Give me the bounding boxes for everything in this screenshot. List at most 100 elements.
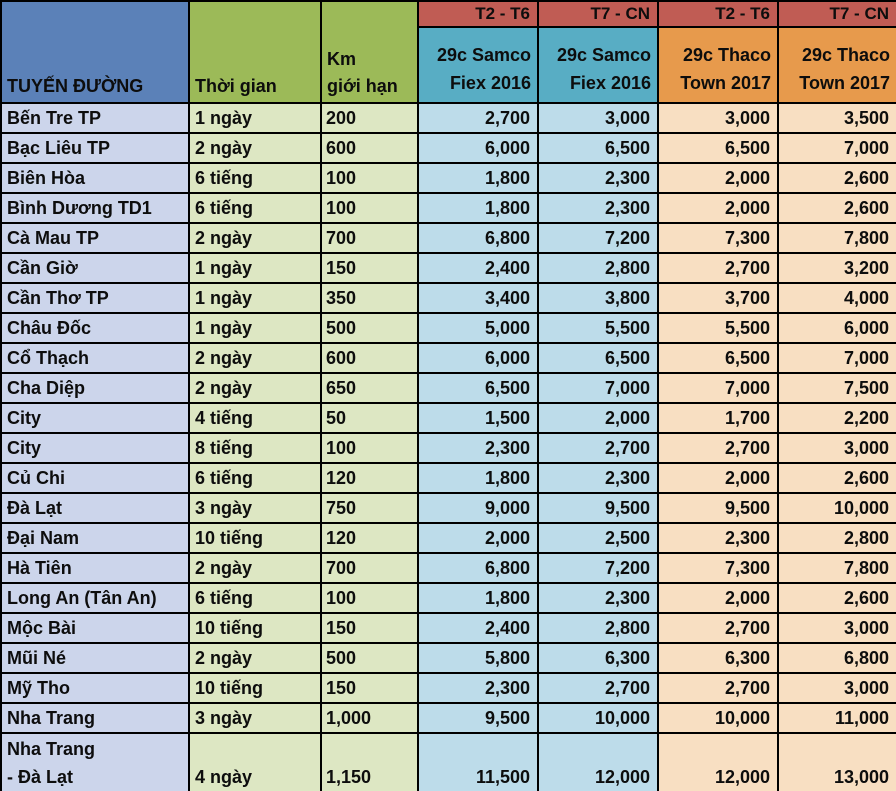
price-cell: 7,000 bbox=[777, 132, 896, 164]
time-cell: 2 ngày bbox=[188, 222, 322, 254]
route-line: Nha Trang bbox=[7, 739, 96, 759]
price-cell: 3,400 bbox=[417, 282, 539, 314]
price-cell: 5,800 bbox=[417, 642, 539, 674]
price-cell: 3,200 bbox=[777, 252, 896, 284]
price-cell: 2,300 bbox=[537, 162, 659, 194]
time-cell: 1 ngày bbox=[188, 282, 322, 314]
vehicle-name-line2: Town 2017 bbox=[680, 73, 771, 93]
header-km-label-line2: giới hạn bbox=[327, 76, 398, 96]
price-cell: 2,700 bbox=[657, 252, 779, 284]
table-row: Nha Trang - Đà Lạt 4 ngày 1,150 11,500 12,000… bbox=[0, 732, 896, 791]
route-cell: Bình Dương TD1 bbox=[0, 192, 190, 224]
time-cell: 10 tiếng bbox=[188, 672, 322, 704]
price-cell: 1,800 bbox=[417, 462, 539, 494]
price-cell: 9,000 bbox=[417, 492, 539, 524]
table-header: TUYẾN ĐƯỜNG Thời gian Km giới hạn T2 - T… bbox=[0, 0, 896, 104]
time-cell: 6 tiếng bbox=[188, 162, 322, 194]
price-cell: 12,000 bbox=[537, 732, 659, 791]
price-cell: 9,500 bbox=[537, 492, 659, 524]
price-cell: 9,500 bbox=[657, 492, 779, 524]
km-cell: 200 bbox=[320, 102, 419, 134]
time-cell: 6 tiếng bbox=[188, 582, 322, 614]
vehicle-name-line1: 29c Thaco bbox=[682, 45, 771, 65]
header-band-row: TUYẾN ĐƯỜNG Thời gian Km giới hạn T2 - T… bbox=[0, 0, 896, 104]
price-cell: 6,000 bbox=[417, 132, 539, 164]
route-cell: Củ Chi bbox=[0, 462, 190, 494]
price-cell: 2,600 bbox=[777, 192, 896, 224]
km-cell: 700 bbox=[320, 552, 419, 584]
time-cell: 3 ngày bbox=[188, 492, 322, 524]
table-row: Châu Đốc 1 ngày 500 5,000 5,500 5,500 6,000 bbox=[0, 312, 896, 344]
price-cell: 6,000 bbox=[417, 342, 539, 374]
km-cell: 120 bbox=[320, 522, 419, 554]
price-cell: 2,000 bbox=[657, 162, 779, 194]
price-cell: 3,000 bbox=[537, 102, 659, 134]
price-cell: 2,800 bbox=[777, 522, 896, 554]
route-cell: City bbox=[0, 432, 190, 464]
route-cell: Mũi Né bbox=[0, 642, 190, 674]
km-cell: 150 bbox=[320, 252, 419, 284]
price-cell: 1,800 bbox=[417, 582, 539, 614]
price-cell: 3,800 bbox=[537, 282, 659, 314]
table-row: Mỹ Tho 10 tiếng 150 2,300 2,700 2,700 3,000 bbox=[0, 672, 896, 704]
route-line: - Đà Lạt bbox=[7, 767, 74, 787]
route-cell: Bạc Liêu TP bbox=[0, 132, 190, 164]
header-weekday-band-1: T2 - T6 bbox=[417, 0, 539, 28]
time-cell: 2 ngày bbox=[188, 372, 322, 404]
price-cell: 5,000 bbox=[417, 312, 539, 344]
price-cell: 7,200 bbox=[537, 222, 659, 254]
route-cell: Châu Đốc bbox=[0, 312, 190, 344]
time-cell: 6 tiếng bbox=[188, 192, 322, 224]
km-cell: 150 bbox=[320, 672, 419, 704]
price-cell: 7,800 bbox=[777, 552, 896, 584]
header-vehicle-thaco-weekday: 29c Thaco Town 2017 bbox=[657, 26, 779, 104]
time-cell: 6 tiếng bbox=[188, 462, 322, 494]
table-row: Cần Thơ TP 1 ngày 350 3,400 3,800 3,700 4,000 bbox=[0, 282, 896, 314]
vehicle-name-line1: 29c Thaco bbox=[801, 45, 890, 65]
price-cell: 5,500 bbox=[657, 312, 779, 344]
price-cell: 6,500 bbox=[657, 342, 779, 374]
time-cell: 2 ngày bbox=[188, 552, 322, 584]
route-cell: Cà Mau TP bbox=[0, 222, 190, 254]
header-route-label: TUYẾN ĐƯỜNG bbox=[7, 76, 144, 96]
price-cell: 6,300 bbox=[537, 642, 659, 674]
price-cell: 2,300 bbox=[537, 582, 659, 614]
km-cell: 100 bbox=[320, 582, 419, 614]
price-cell: 7,800 bbox=[777, 222, 896, 254]
price-cell: 2,700 bbox=[657, 612, 779, 644]
km-cell: 650 bbox=[320, 372, 419, 404]
route-cell: Long An (Tân An) bbox=[0, 582, 190, 614]
header-vehicle-samco-weekend: 29c Samco Fiex 2016 bbox=[537, 26, 659, 104]
km-cell: 100 bbox=[320, 192, 419, 224]
header-weekend-band-1: T7 - CN bbox=[537, 0, 659, 28]
time-cell: 3 ngày bbox=[188, 702, 322, 734]
table-body: Bến Tre TP 1 ngày 200 2,700 3,000 3,000 3,500 B… bbox=[0, 102, 896, 791]
route-cell: Biên Hòa bbox=[0, 162, 190, 194]
price-cell: 7,300 bbox=[657, 222, 779, 254]
price-cell: 2,500 bbox=[537, 522, 659, 554]
price-cell: 3,000 bbox=[777, 432, 896, 464]
table-row: Cà Mau TP 2 ngày 700 6,800 7,200 7,300 7,800 bbox=[0, 222, 896, 254]
price-cell: 6,000 bbox=[777, 312, 896, 344]
vehicle-name-line2: Fiex 2016 bbox=[569, 73, 651, 93]
km-cell: 1,150 bbox=[320, 732, 419, 791]
price-cell: 2,200 bbox=[777, 402, 896, 434]
price-cell: 3,000 bbox=[777, 672, 896, 704]
price-cell: 11,000 bbox=[777, 702, 896, 734]
vehicle-name-line1: 29c Samco bbox=[436, 45, 531, 65]
header-km-column: Km giới hạn bbox=[320, 0, 419, 104]
price-cell: 2,000 bbox=[417, 522, 539, 554]
route-cell: Đại Nam bbox=[0, 522, 190, 554]
vehicle-name-line1: 29c Samco bbox=[556, 45, 651, 65]
km-cell: 100 bbox=[320, 432, 419, 464]
price-cell: 7,000 bbox=[657, 372, 779, 404]
table-row: Nha Trang 3 ngày 1,000 9,500 10,000 10,000 11,… bbox=[0, 702, 896, 734]
route-cell: Nha Trang bbox=[0, 702, 190, 734]
price-cell: 2,000 bbox=[657, 582, 779, 614]
price-cell: 2,800 bbox=[537, 612, 659, 644]
price-cell: 2,600 bbox=[777, 162, 896, 194]
price-cell: 9,500 bbox=[417, 702, 539, 734]
price-cell: 2,700 bbox=[657, 672, 779, 704]
time-cell: 1 ngày bbox=[188, 252, 322, 284]
